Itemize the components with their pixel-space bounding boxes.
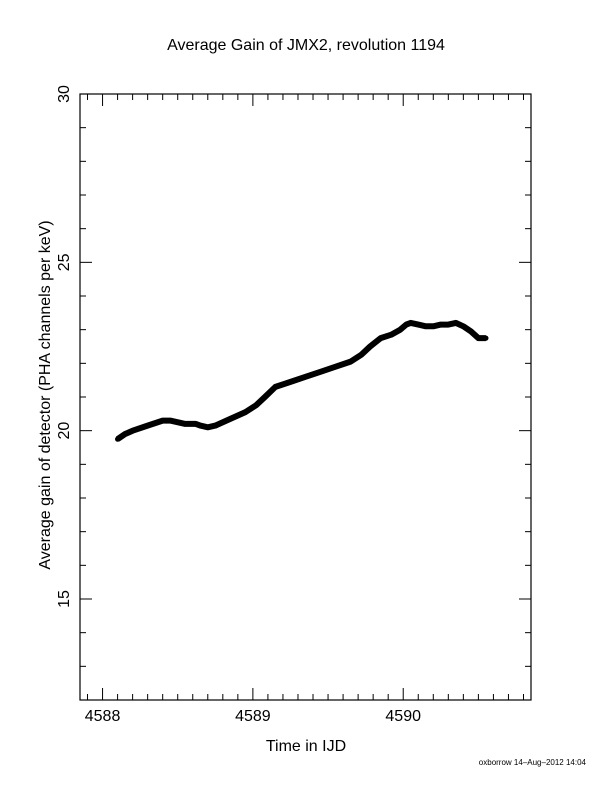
- x-tick-label: 4589: [235, 708, 271, 725]
- data-point: [160, 418, 166, 424]
- data-point: [445, 322, 451, 328]
- data-point: [453, 320, 459, 326]
- series-line: [115, 319, 486, 442]
- data-point: [403, 322, 409, 328]
- data-point: [430, 323, 436, 329]
- data-point: [212, 423, 218, 429]
- data-point: [193, 421, 199, 427]
- data-point: [182, 421, 188, 427]
- data-point: [272, 384, 278, 390]
- data-point: [287, 379, 294, 385]
- x-tick-label: 4588: [85, 708, 121, 725]
- data-layer: [115, 319, 489, 442]
- data-point: [205, 424, 211, 430]
- data-point: [317, 369, 324, 375]
- data-point: [367, 343, 373, 350]
- data-point: [115, 436, 121, 442]
- y-tick-label: 15: [56, 590, 73, 608]
- data-point: [408, 320, 414, 326]
- data-point: [438, 322, 444, 328]
- data-point: [145, 423, 151, 429]
- data-point: [468, 328, 474, 334]
- data-point: [227, 416, 233, 422]
- y-tick-label: 25: [56, 253, 73, 271]
- data-point: [423, 323, 429, 329]
- data-point: [348, 359, 354, 365]
- data-point: [302, 374, 309, 380]
- data-point: [483, 335, 489, 341]
- data-point: [253, 402, 259, 408]
- data-point: [388, 332, 394, 338]
- data-point: [397, 327, 403, 333]
- data-point: [475, 335, 481, 341]
- data-point: [122, 431, 128, 437]
- data-point: [197, 423, 203, 429]
- data-point: [333, 364, 339, 370]
- chart-title: Average Gain of JMX2, revolution 1194: [167, 37, 445, 54]
- ticks-layer: 4588 4589 4590 15 20 25 30: [56, 85, 531, 725]
- data-point: [130, 428, 136, 434]
- data-point: [262, 394, 268, 400]
- data-point: [167, 418, 173, 424]
- footer-stamp: oxborrow 14–Aug–2012 14:04: [478, 758, 586, 767]
- x-axis-label: Time in IJD: [265, 738, 347, 755]
- x-tick-label: 4590: [385, 708, 421, 725]
- y-tick-label: 30: [56, 85, 73, 103]
- data-point: [415, 322, 421, 328]
- data-point: [358, 352, 364, 358]
- y-tick-label: 20: [56, 422, 73, 440]
- data-point: [460, 323, 466, 329]
- plot-frame: [79, 93, 532, 701]
- data-point: [242, 409, 248, 415]
- data-point: [378, 335, 384, 341]
